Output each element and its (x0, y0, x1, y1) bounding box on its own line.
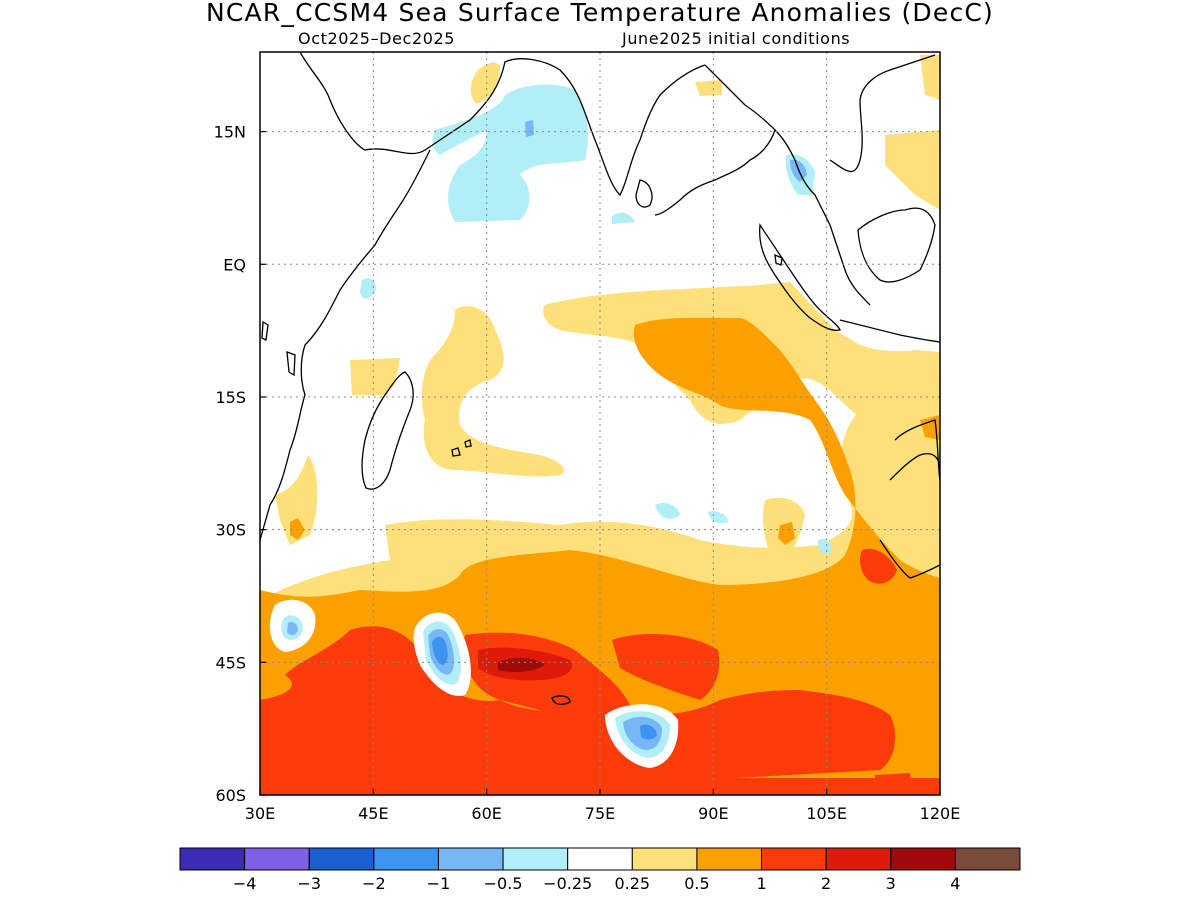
anomaly-patch (470, 62, 500, 104)
anomaly-patch (290, 518, 305, 540)
axis-ticks: 30E 45E 60E 75E 90E 105E 120E 15N EQ 15S 30S 45S 60S (214, 123, 961, 823)
australia-coastline (879, 419, 940, 579)
x-tick-label: 75E (585, 804, 615, 823)
island (464, 439, 472, 448)
colorbar-label: 0.25 (614, 874, 650, 893)
india-coastline (654, 64, 776, 216)
y-tick-label: 60S (215, 786, 246, 805)
island (774, 253, 783, 266)
anomaly-patch (360, 278, 376, 299)
anomaly-patch (350, 358, 400, 395)
anomaly-patch (655, 503, 680, 519)
period-subtitle: Oct2025–Dec2025 (298, 29, 456, 48)
x-tick-label: 30E (245, 804, 275, 823)
colorbar-swatch (437, 847, 504, 871)
anomaly-patch (525, 120, 534, 137)
colorbar-label: −4 (233, 874, 257, 893)
anomaly-patch (275, 455, 318, 545)
y-tick-label: 30S (215, 521, 246, 540)
y-tick-label: 45S (215, 653, 246, 672)
madagascar-coastline (361, 371, 414, 490)
anomaly-patch (695, 80, 722, 96)
x-tick-label: 45E (358, 804, 388, 823)
anomaly-patch (432, 84, 588, 222)
java-coastline (839, 319, 940, 343)
anomaly-patch (817, 538, 832, 554)
colorbar-swatch (696, 847, 763, 871)
colorbar-label: 3 (886, 874, 896, 893)
colorbar-label: −0.25 (543, 874, 592, 893)
y-tick-label: EQ (223, 255, 246, 274)
y-tick-label: 15S (215, 388, 246, 407)
colorbar-swatch (308, 847, 375, 871)
colorbar-swatch (244, 847, 310, 871)
colorbar-label: 4 (950, 874, 960, 893)
island (286, 351, 296, 377)
anomaly-patch (640, 724, 657, 740)
island (451, 447, 461, 457)
x-tick-label: 60E (471, 804, 501, 823)
colorbar-label: 1 (756, 874, 766, 893)
colorbar-swatch (567, 847, 633, 871)
colorbar-swatch (890, 847, 956, 871)
anomaly-patch (885, 130, 940, 210)
anomaly-patch (421, 306, 564, 477)
init-conditions-subtitle: June2025 initial conditions (622, 29, 851, 48)
anomaly-patch (920, 55, 940, 100)
colorbar: −4 −3 −2 −1 −0.5 −0.25 0.25 0.5 1 2 3 4 (179, 847, 1021, 893)
colorbar-swatch (631, 847, 698, 871)
anomaly-patch (498, 657, 545, 673)
x-tick-label: 105E (806, 804, 847, 823)
y-tick-label: 15N (214, 123, 246, 142)
colorbar-swatch (179, 847, 246, 871)
colorbar-label: −2 (362, 874, 386, 893)
colorbar-swatch (954, 847, 1021, 871)
anomaly-patch (708, 511, 728, 524)
anomaly-patch (612, 634, 720, 700)
map-title: NCAR_CCSM4 Sea Surface Temperature Anoma… (205, 0, 995, 27)
anomaly-patch (875, 773, 912, 790)
anomaly-patch (860, 548, 897, 584)
colorbar-label: 2 (821, 874, 831, 893)
sumatra-coastline (759, 223, 841, 331)
anomaly-patch (778, 522, 795, 545)
x-tick-label: 90E (698, 804, 728, 823)
southeast-asia-coastline (774, 54, 936, 306)
colorbar-swatch (825, 847, 892, 871)
x-tick-label: 120E (920, 804, 961, 823)
colorbar-label: 0.5 (684, 874, 709, 893)
graticule (260, 52, 940, 795)
island (551, 695, 571, 705)
anomaly-patch (612, 212, 635, 224)
east-africa-coastline (260, 149, 431, 541)
sri-lanka-coastline (635, 179, 653, 208)
anomaly-patch (260, 626, 940, 795)
colorbar-swatch (502, 847, 569, 871)
colorbar-label: −1 (427, 874, 451, 893)
colorbar-label: −0.5 (484, 874, 523, 893)
coastline-layer (260, 52, 940, 705)
anomaly-patch (432, 636, 448, 665)
colorbar-swatch (761, 847, 827, 871)
borneo-coastline (857, 207, 936, 283)
colorbar-swatch (373, 847, 439, 871)
colorbar-label: −3 (297, 874, 321, 893)
anomaly-patch (463, 632, 896, 780)
anomaly-patch (287, 621, 298, 636)
africa-arabia-coastline (299, 52, 706, 197)
island (261, 320, 269, 341)
